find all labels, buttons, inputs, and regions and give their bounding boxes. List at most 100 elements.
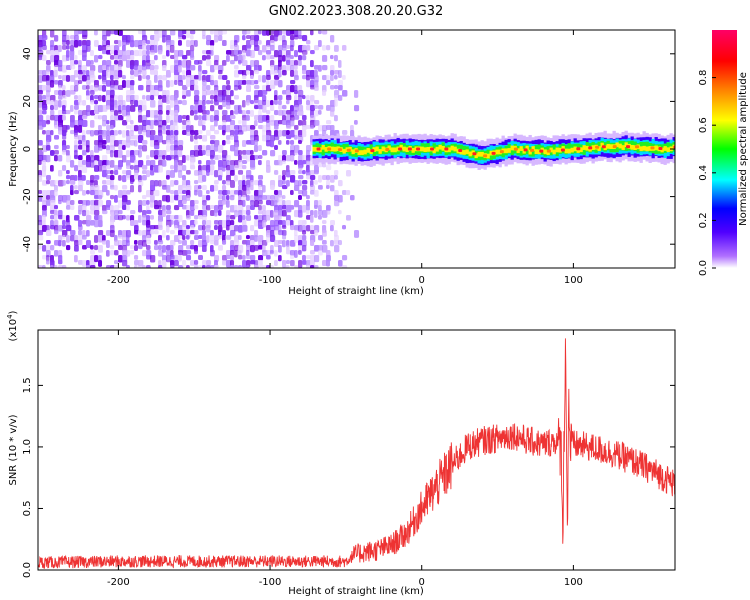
- noise-cell: [62, 180, 66, 186]
- noise-cell: [50, 80, 55, 88]
- noise-cell: [70, 45, 75, 52]
- noise-cell: [246, 245, 252, 252]
- track-cell: [321, 144, 325, 150]
- track-cell: [330, 146, 334, 152]
- noise-cell: [242, 160, 248, 165]
- noise-cell: [78, 210, 82, 215]
- noise-cell: [202, 35, 206, 40]
- noise-cell: [218, 245, 223, 251]
- noise-cell: [262, 45, 267, 53]
- noise-cell: [142, 40, 146, 47]
- noise-cell: [270, 55, 275, 60]
- noise-cell: [82, 150, 87, 156]
- noise-cell: [130, 185, 135, 193]
- noise-cell: [258, 160, 262, 166]
- track-cell: [333, 146, 337, 152]
- noise-cell: [58, 200, 62, 205]
- noise-cell: [62, 225, 67, 230]
- noise-cell: [242, 70, 247, 77]
- noise-cell: [314, 110, 319, 117]
- noise-cell: [254, 200, 259, 208]
- noise-cell: [290, 85, 295, 93]
- noise-cell: [282, 195, 286, 200]
- noise-cell: [246, 155, 251, 162]
- noise-cell: [290, 225, 295, 231]
- noise-cell: [198, 255, 203, 260]
- track-peak-cell: [483, 154, 488, 158]
- noise-cell: [134, 95, 139, 101]
- noise-cell: [206, 130, 211, 136]
- noise-cell: [146, 170, 150, 178]
- noise-cell: [162, 245, 166, 253]
- noise-cell: [170, 115, 176, 121]
- noise-cell: [170, 180, 175, 187]
- track-cell: [597, 146, 601, 151]
- noise-cell: [162, 125, 166, 131]
- track-cell: [438, 144, 442, 150]
- noise-cell: [314, 100, 320, 105]
- noise-cell: [250, 125, 256, 130]
- noise-cell: [38, 140, 43, 146]
- track-cell: [582, 145, 586, 155]
- noise-cell: [226, 260, 232, 268]
- noise-cell: [178, 265, 184, 268]
- noise-cell: [122, 55, 128, 62]
- noise-cell: [226, 175, 231, 182]
- noise-cell: [50, 210, 55, 215]
- noise-cell: [78, 155, 83, 161]
- noise-cell: [162, 75, 168, 81]
- noise-cell: [90, 60, 94, 65]
- noise-cell: [254, 30, 259, 36]
- noise-cell: [70, 180, 76, 185]
- noise-cell: [38, 110, 43, 115]
- noise-cell: [62, 30, 67, 37]
- noise-cell: [206, 100, 211, 105]
- noise-cell: [286, 60, 291, 66]
- noise-cell: [226, 235, 232, 240]
- noise-cell: [254, 220, 259, 227]
- noise-cell: [166, 100, 170, 105]
- noise-cell: [70, 90, 76, 95]
- noise-cell: [86, 60, 91, 67]
- noise-cell: [54, 145, 59, 150]
- noise-cell: [90, 75, 96, 83]
- noise-cell: [154, 245, 159, 251]
- noise-cell: [194, 130, 199, 136]
- noise-cell: [198, 150, 204, 156]
- noise-cell: [130, 165, 134, 170]
- noise-cell: [270, 45, 275, 51]
- noise-cell: [198, 185, 202, 190]
- track-cell: [411, 148, 415, 153]
- noise-cell: [210, 80, 215, 86]
- noise-cell: [166, 95, 170, 102]
- noise-cell: [306, 80, 311, 88]
- noise-cell: [298, 60, 302, 66]
- noise-cell: [86, 265, 91, 268]
- noise-cell: [286, 220, 291, 226]
- noise-cell: [282, 170, 287, 176]
- noise-cell: [234, 210, 238, 218]
- track-cell: [369, 144, 373, 154]
- noise-cell: [274, 240, 280, 247]
- noise-cell: [286, 170, 291, 178]
- noise-cell: [66, 45, 70, 50]
- track-cell: [495, 149, 499, 155]
- spectrogram-x-label: Height of straight line (km): [288, 286, 424, 297]
- noise-cell: [146, 190, 152, 198]
- noise-cell: [242, 185, 247, 191]
- noise-cell: [258, 90, 263, 97]
- noise-cell: [66, 180, 70, 185]
- noise-cell: [250, 60, 255, 67]
- noise-cell: [102, 235, 106, 242]
- noise-cell: [230, 265, 235, 268]
- noise-cell: [246, 125, 252, 132]
- noise-cell: [158, 245, 162, 251]
- noise-cell: [158, 30, 163, 38]
- noise-cell: [126, 40, 130, 45]
- noise-cell: [86, 160, 91, 168]
- noise-cell: [106, 60, 112, 67]
- noise-cell: [230, 220, 235, 226]
- noise-cell: [70, 65, 76, 70]
- noise-cell: [70, 230, 76, 236]
- noise-cell: [146, 225, 152, 232]
